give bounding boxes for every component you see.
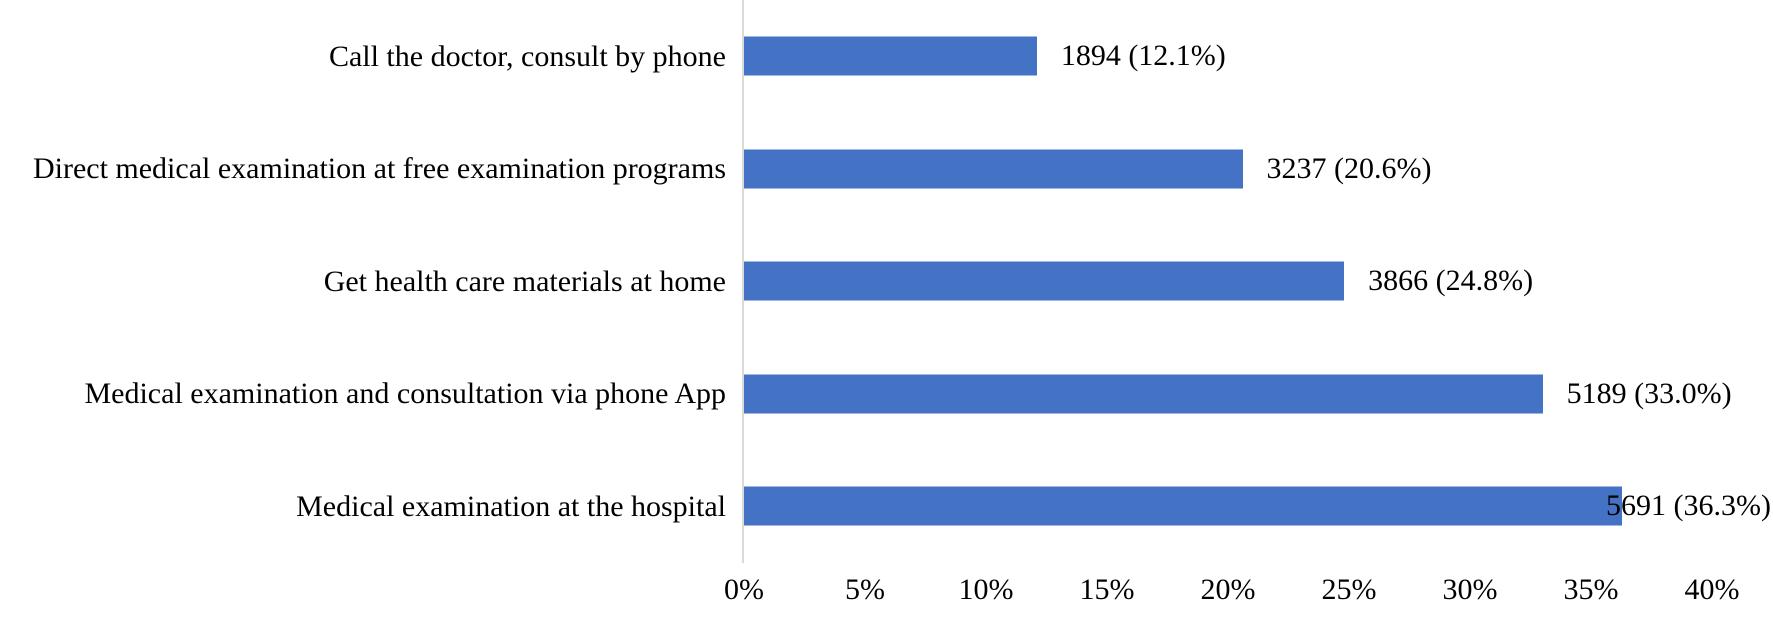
bar-area: 5691 (36.3%) (744, 450, 1773, 563)
x-axis-tick-label: 40% (1684, 573, 1740, 606)
category-label: Medical examination at the hospital (296, 489, 726, 523)
bar-area: 3866 (24.8%) (744, 225, 1773, 338)
value-label: 5691 (36.3%) (1606, 489, 1771, 523)
bar-area: 1894 (12.1%) (744, 0, 1773, 113)
value-label: 3866 (24.8%) (1368, 264, 1534, 298)
chart-row: Medical examination at the hospital 5691… (0, 450, 1773, 563)
x-axis: 0% 5% 10% 15% 20% 25% 30% 35% 40% (724, 573, 1740, 613)
bar-area: 3237 (20.6%) (744, 113, 1773, 226)
chart-rows: Call the doctor, consult by phone 1894 (… (0, 0, 1773, 563)
x-axis-tick-label: 30% (1442, 573, 1498, 606)
chart-row: Call the doctor, consult by phone 1894 (… (0, 0, 1773, 113)
chart-row: Direct medical examination at free exami… (0, 113, 1773, 226)
chart-row: Get health care materials at home 3866 (… (0, 225, 1773, 338)
x-axis-tick-label: 15% (1079, 573, 1135, 606)
bar-area: 5189 (33.0%) (744, 338, 1773, 451)
x-axis-tick-label: 5% (845, 573, 885, 606)
bar (744, 36, 1037, 76)
value-label: 3237 (20.6%) (1266, 151, 1432, 185)
bar (744, 374, 1543, 414)
value-label: 1894 (12.1%) (1060, 39, 1226, 73)
category-label: Medical examination and consultation via… (84, 377, 726, 411)
bar (744, 486, 1623, 526)
bar (744, 149, 1243, 189)
x-axis-tick-label: 20% (1200, 573, 1256, 606)
category-axis-line (742, 0, 744, 563)
x-axis-tick-label: 10% (958, 573, 1014, 606)
x-axis-tick-label: 0% (724, 573, 764, 606)
bar (744, 261, 1345, 301)
value-label: 5189 (33.0%) (1566, 376, 1732, 410)
x-axis-tick-label: 25% (1321, 573, 1377, 606)
category-label: Get health care materials at home (323, 264, 726, 298)
x-axis-tick-label: 35% (1563, 573, 1619, 606)
chart-row: Medical examination and consultation via… (0, 338, 1773, 451)
category-label: Direct medical examination at free exami… (32, 152, 726, 186)
category-label: Call the doctor, consult by phone (328, 39, 726, 73)
